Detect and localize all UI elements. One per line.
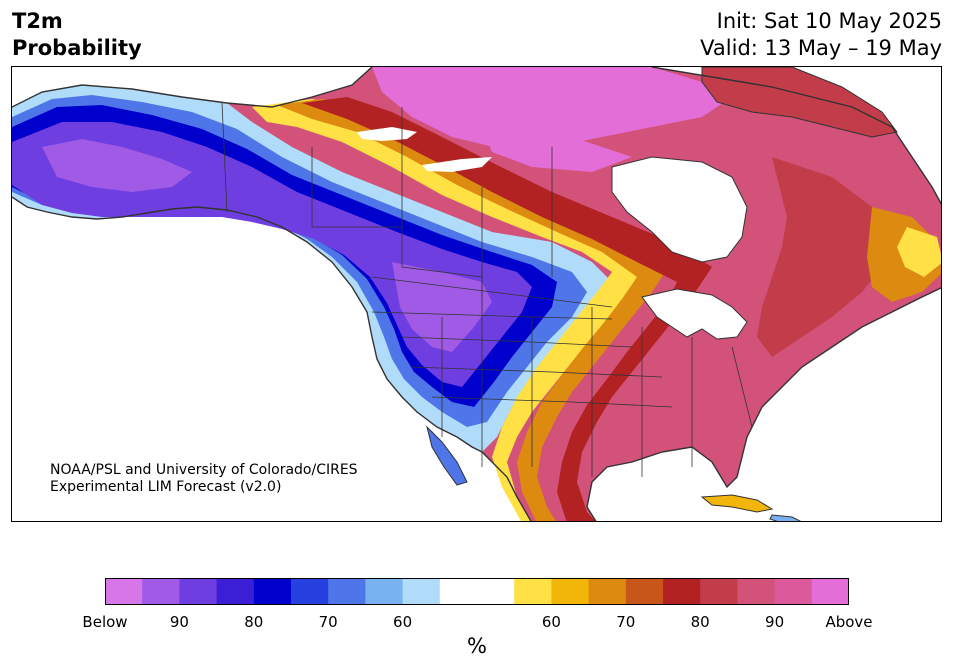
colorbar-tick-label: 60 — [541, 613, 561, 631]
colorbar-swatch — [253, 578, 292, 605]
colorbar-swatch — [811, 578, 849, 605]
below-zone-peak-2 — [392, 262, 492, 352]
chart-title: T2m Probability — [12, 8, 142, 62]
colorbar-swatch — [551, 578, 590, 605]
colorbar — [105, 578, 849, 605]
colorbar-swatch — [477, 578, 515, 605]
valid-range: Valid: 13 May – 19 May — [700, 36, 942, 60]
above-zone-band-orange — [277, 99, 672, 521]
forecast-dates: Init: Sat 10 May 2025 Valid: 13 May – 19… — [700, 8, 942, 62]
hispaniola — [769, 514, 802, 521]
colorbar-swatch — [142, 578, 180, 605]
title-quantity: Probability — [12, 36, 142, 60]
colorbar-tick-label: 90 — [765, 613, 785, 631]
above-zone-arctic-2 — [482, 127, 632, 172]
colorbar-swatch — [700, 578, 738, 605]
colorbar-swatch — [105, 578, 143, 605]
colorbar-swatch — [439, 578, 478, 605]
colorbar-tick-label: Above — [825, 613, 873, 631]
colorbar-swatch — [663, 578, 701, 605]
cuba — [700, 494, 774, 513]
probability-map-svg — [12, 67, 941, 521]
colorbar-swatch — [179, 578, 218, 605]
attribution-line-1: NOAA/PSL and University of Colorado/CIRE… — [50, 462, 358, 478]
colorbar-swatch — [737, 578, 776, 605]
political-borders — [221, 102, 753, 477]
colorbar-tick-label: Below — [82, 613, 128, 631]
above-zone-labrador-yellow — [897, 227, 941, 277]
below-zone-peak — [42, 139, 192, 192]
title-variable: T2m — [12, 9, 63, 33]
colorbar-tick-label: 80 — [690, 613, 710, 631]
attribution-line-2: Experimental LIM Forecast (v2.0) — [50, 479, 282, 495]
colorbar-swatch — [328, 578, 366, 605]
above-zone-band-red — [302, 97, 712, 521]
colorbar-tick-label: 80 — [244, 613, 264, 631]
baja-blue — [426, 425, 468, 486]
colorbar-swatch — [291, 578, 329, 605]
colorbar-swatch — [402, 578, 441, 605]
colorbar-swatch — [625, 578, 664, 605]
colorbar-unit: % — [467, 634, 487, 658]
init-date: Init: Sat 10 May 2025 — [716, 9, 942, 33]
great-lakes — [641, 288, 748, 340]
colorbar-swatch — [774, 578, 813, 605]
great-bear-lake — [422, 157, 492, 172]
attribution: NOAA/PSL and University of Colorado/CIRE… — [50, 462, 358, 496]
colorbar-tick-label: 70 — [616, 613, 636, 631]
colorbar-swatch — [216, 578, 255, 605]
above-zone-arctic — [372, 67, 732, 149]
colorbar-swatch — [514, 578, 552, 605]
colorbar-tick-label: 90 — [169, 613, 189, 631]
baffin-island — [701, 67, 898, 138]
coastline — [12, 67, 941, 521]
hudson-bay — [611, 156, 748, 263]
forecast-map: NOAA/PSL and University of Colorado/CIRE… — [11, 66, 942, 522]
colorbar-tick-label: 60 — [393, 613, 413, 631]
above-zone-northeast — [757, 157, 892, 357]
colorbar-tick-label: 70 — [318, 613, 338, 631]
colorbar-border — [105, 578, 849, 605]
colorbar-swatch — [588, 578, 627, 605]
colorbar-swatch — [365, 578, 404, 605]
